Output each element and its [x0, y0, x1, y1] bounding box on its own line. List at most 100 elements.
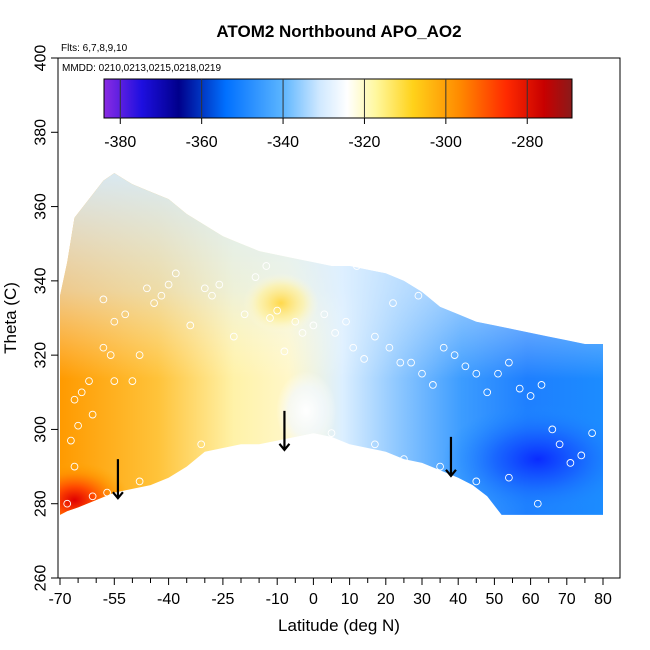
x-tick-label: 40	[449, 591, 467, 608]
dates-annotation: MMDD: 0210,0213,0215,0218,0219	[62, 63, 221, 74]
sample-point	[70, 395, 79, 404]
sample-point	[171, 269, 180, 278]
x-axis: -70 -55 -40 -25 -10 0 10 20 30 40 50 60 70 80	[48, 578, 612, 608]
sample-point	[197, 440, 206, 449]
sample-point	[208, 291, 216, 300]
colorbar-tick-label: -340	[267, 134, 299, 151]
plot-frame	[57, 57, 621, 579]
sample-point	[99, 343, 108, 352]
sample-point	[298, 329, 307, 337]
arrow-marker	[112, 459, 124, 500]
sample-point	[414, 291, 423, 300]
sample-point	[150, 299, 158, 307]
sample-point	[85, 377, 93, 385]
sample-point	[106, 351, 115, 359]
sample-point	[331, 329, 339, 337]
sample-point	[327, 429, 336, 437]
sample-point	[429, 381, 437, 389]
y-tick-label: 260	[33, 565, 50, 592]
sample-point	[533, 499, 542, 508]
y-tick-label: 400	[33, 45, 50, 72]
x-tick-label: 0	[309, 591, 318, 608]
sample-point	[215, 280, 224, 289]
x-tick-label: 10	[341, 591, 359, 608]
sample-point	[400, 455, 408, 463]
sample-point	[186, 321, 195, 330]
sample-point	[483, 388, 492, 397]
sample-point	[505, 358, 513, 367]
sample-point	[266, 314, 274, 322]
sample-point	[229, 332, 238, 341]
sample-point	[88, 410, 97, 419]
sample-point	[439, 343, 448, 352]
x-tick-label: 80	[594, 591, 612, 608]
sample-point	[371, 440, 379, 449]
x-tick-label: 50	[486, 591, 504, 608]
colorbar: -380 -360 -340 -320 -300 -280	[103, 78, 573, 151]
sample-point	[99, 295, 108, 304]
x-axis-label: Latitude (deg N)	[278, 616, 400, 635]
sample-point	[273, 306, 282, 315]
sample-point	[103, 488, 111, 497]
sample-point	[352, 262, 361, 270]
y-axis: 260 280 300 320 340 360 380 400	[33, 45, 58, 592]
sample-point	[143, 284, 151, 293]
sample-point	[461, 362, 470, 371]
y-tick-label: 300	[33, 416, 50, 443]
sample-point	[121, 310, 130, 319]
sample-point	[320, 310, 329, 319]
sample-point	[472, 369, 481, 378]
sample-point	[526, 392, 535, 400]
x-tick-label: -70	[48, 591, 71, 608]
sample-point	[566, 459, 575, 467]
sample-point	[555, 440, 564, 449]
sample-point	[262, 262, 271, 270]
colorbar-tick-label: -360	[186, 134, 218, 151]
chart-title: ATOM2 Northbound APO_AO2	[216, 22, 461, 41]
colorbar-tick-label: -320	[348, 134, 380, 151]
sample-point	[70, 462, 79, 471]
sample-point	[240, 310, 249, 319]
y-tick-label: 380	[33, 119, 50, 146]
x-tick-label: -10	[266, 591, 289, 608]
arrow-markers	[112, 410, 457, 500]
colorbar-tick-label: -380	[104, 134, 136, 151]
deep-blue-region	[442, 404, 603, 515]
colorbar-ticks: -380 -360 -340 -320 -300 -280	[104, 79, 543, 151]
white-mid-region	[276, 370, 337, 451]
sample-point	[157, 291, 166, 300]
sample-point	[135, 477, 144, 486]
y-tick-label: 340	[33, 267, 50, 294]
sample-point	[251, 273, 260, 281]
sample-point	[450, 351, 459, 359]
sample-point	[472, 477, 481, 486]
sample-point	[128, 377, 137, 385]
sample-point	[407, 358, 415, 367]
sample-point	[515, 384, 524, 393]
warm-core-region	[60, 462, 130, 515]
sample-point	[537, 381, 546, 389]
y-tick-label: 360	[33, 193, 50, 220]
sample-point	[63, 499, 72, 508]
colorbar-gradient	[103, 78, 573, 119]
sample-point	[360, 355, 368, 363]
sample-point	[309, 321, 318, 330]
sample-point	[371, 332, 379, 341]
sample-point	[110, 377, 119, 385]
sample-point	[164, 280, 173, 289]
sample-point	[436, 462, 444, 471]
x-tick-label: 30	[413, 591, 431, 608]
sample-point	[494, 369, 502, 378]
sample-point	[588, 429, 596, 437]
y-axis-label: Theta (C)	[1, 282, 20, 354]
x-tick-label: -25	[211, 591, 234, 608]
sample-point	[577, 451, 586, 460]
arrow-marker	[445, 436, 457, 478]
y-tick-label: 320	[33, 342, 50, 369]
yellow-upper-region	[242, 273, 319, 334]
sample-point	[200, 284, 209, 293]
flights-annotation: Flts: 6,7,8,9,10	[61, 43, 128, 54]
sample-point	[67, 436, 75, 445]
sample-point	[110, 317, 119, 326]
x-tick-label: -40	[157, 591, 180, 608]
